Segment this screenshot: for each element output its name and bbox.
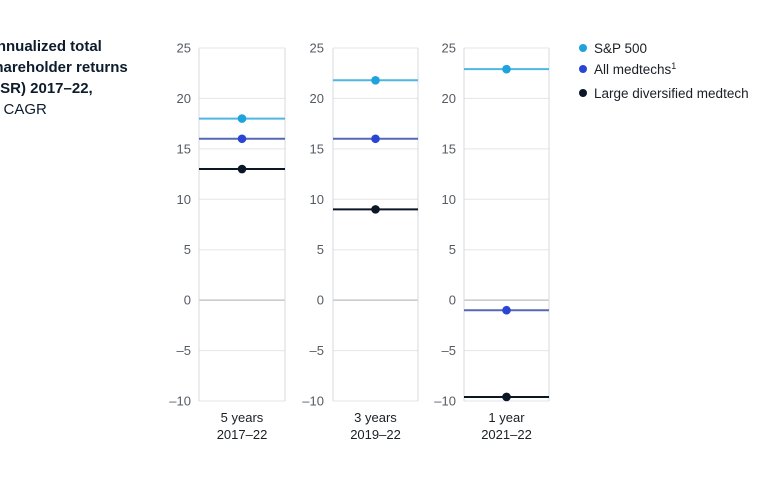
panel-label-line-1: 5 years xyxy=(221,410,264,425)
data-point-3 xyxy=(237,164,247,174)
data-point-3 xyxy=(502,392,511,402)
y-tick-label: 0 xyxy=(317,293,324,308)
panel-label-line-2: 2017–22 xyxy=(217,427,268,442)
data-point-1 xyxy=(371,75,380,85)
panel-label-line-2: 2021–22 xyxy=(481,427,532,442)
y-tick-label: 10 xyxy=(177,192,191,207)
panel-1: 25 20 15 10 5 0 –5 –10 5 years 2017–22 xyxy=(169,41,286,442)
y-tick-label: 0 xyxy=(449,293,456,308)
legend-label-3: Large diversified medtech xyxy=(594,86,749,101)
y-tick-label: 0 xyxy=(184,293,191,308)
panel-label-line-2: 2019–22 xyxy=(350,427,401,442)
data-point-1 xyxy=(237,114,247,123)
y-tick-label: –5 xyxy=(177,343,191,358)
data-point-1 xyxy=(502,64,511,74)
y-tick-label: 15 xyxy=(310,141,324,156)
y-tick-label: –5 xyxy=(310,343,324,358)
panel-3: 25 20 15 10 5 0 –5 –10 1 year 2021–22 xyxy=(434,41,550,442)
legend-label-2: All medtechs1 xyxy=(594,61,676,77)
y-tick-label: 20 xyxy=(442,91,456,106)
chart-subtitle: % CAGR xyxy=(0,101,47,118)
chart-title-line-3: (TSR) 2017–22, xyxy=(0,80,93,97)
y-tick-label: –10 xyxy=(169,394,191,409)
data-point-2 xyxy=(371,134,380,144)
y-tick-label: 5 xyxy=(317,242,324,257)
y-tick-label: –10 xyxy=(434,394,456,409)
chart-title-block: Annualized total shareholder returns (TS… xyxy=(0,36,156,120)
y-tick-label: 5 xyxy=(449,242,456,257)
y-tick-label: 20 xyxy=(310,91,324,106)
panel-label-line-1: 3 years xyxy=(354,410,397,425)
y-tick-label: 15 xyxy=(442,141,456,156)
legend-marker-1 xyxy=(579,44,587,52)
chart-title-line-1: Annualized total xyxy=(0,38,102,55)
y-tick-label: –10 xyxy=(302,394,324,409)
panel-2: 25 20 15 10 5 0 –5 –10 3 years 2019–22 xyxy=(302,41,419,442)
y-tick-label: 10 xyxy=(310,192,324,207)
y-tick-label: 25 xyxy=(177,41,191,56)
panel-label-line-1: 1 year xyxy=(488,410,525,425)
y-tick-label: 20 xyxy=(177,91,191,106)
y-tick-label: 25 xyxy=(310,41,324,56)
legend-superscript: 1 xyxy=(671,61,676,71)
legend: S&P 500 All medtechs1 Large diversified me… xyxy=(579,41,749,101)
data-point-2 xyxy=(237,134,247,144)
y-tick-label: 10 xyxy=(442,192,456,207)
y-tick-label: 15 xyxy=(177,141,191,156)
y-tick-label: 25 xyxy=(442,41,456,56)
legend-marker-3 xyxy=(579,89,587,97)
data-point-3 xyxy=(371,205,380,214)
y-tick-label: 5 xyxy=(184,242,191,257)
legend-marker-2 xyxy=(579,65,587,73)
data-point-2 xyxy=(502,305,511,315)
y-tick-label: –5 xyxy=(442,343,456,358)
chart-title-line-2: shareholder returns xyxy=(0,59,128,76)
legend-label-1: S&P 500 xyxy=(594,41,647,56)
